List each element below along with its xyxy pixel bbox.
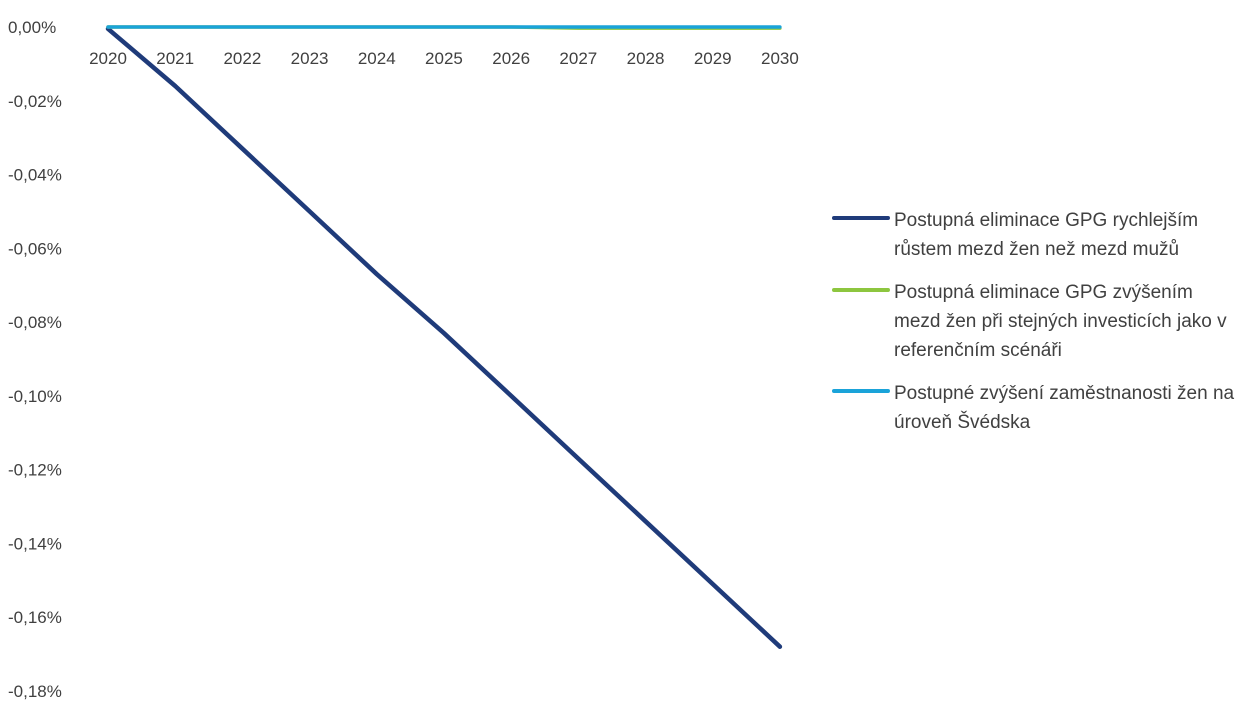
x-tick-label: 2026 (492, 49, 530, 68)
x-tick-label: 2030 (761, 49, 799, 68)
legend-swatch-series-2 (832, 288, 890, 292)
x-tick-label: 2022 (223, 49, 261, 68)
legend-item: Postupná eliminace GPG zvýšením mezd žen… (832, 278, 1242, 365)
legend-swatch-series-3 (832, 389, 890, 393)
series-line-1 (105, 26, 783, 649)
x-tick-label: 2029 (694, 49, 732, 68)
y-tick-label: -0,04% (8, 166, 62, 185)
legend-label-series-3: Postupné zvýšení zaměstnanosti žen na úr… (894, 383, 1235, 433)
x-tick-label: 2024 (358, 49, 396, 68)
x-tick-label: 2020 (89, 49, 127, 68)
y-tick-label: -0,16% (8, 608, 62, 627)
legend-swatch-series-1 (832, 216, 890, 220)
x-axis-tick-labels: 2020 2021 2022 2023 2024 2025 2026 2027 2028 2029… (89, 49, 799, 68)
y-tick-label: 0,00% (8, 18, 56, 37)
x-tick-label: 2027 (559, 49, 597, 68)
x-tick-label: 2021 (156, 49, 194, 68)
legend: Postupná eliminace GPG rychlejším růstem… (832, 206, 1242, 451)
y-axis-tick-labels: 0,00% -0,02% -0,04% -0,06% -0,08% -0,10% -0,12… (8, 18, 62, 701)
y-tick-label: -0,12% (8, 461, 62, 480)
y-tick-label: -0,18% (8, 682, 62, 701)
y-tick-label: -0,02% (8, 92, 62, 111)
y-tick-label: -0,06% (8, 239, 62, 258)
legend-item: Postupná eliminace GPG rychlejším růstem… (832, 206, 1242, 264)
x-tick-label: 2025 (425, 49, 463, 68)
y-tick-label: -0,14% (8, 534, 62, 553)
y-tick-label: -0,08% (8, 313, 62, 332)
legend-label-series-1: Postupná eliminace GPG rychlejším růstem… (894, 210, 1199, 260)
x-tick-label: 2028 (627, 49, 665, 68)
legend-label-series-2: Postupná eliminace GPG zvýšením mezd žen… (894, 282, 1227, 361)
series-lines (105, 25, 783, 649)
y-tick-label: -0,10% (8, 387, 62, 406)
legend-item: Postupné zvýšení zaměstnanosti žen na úr… (832, 379, 1242, 437)
x-tick-label: 2023 (291, 49, 329, 68)
